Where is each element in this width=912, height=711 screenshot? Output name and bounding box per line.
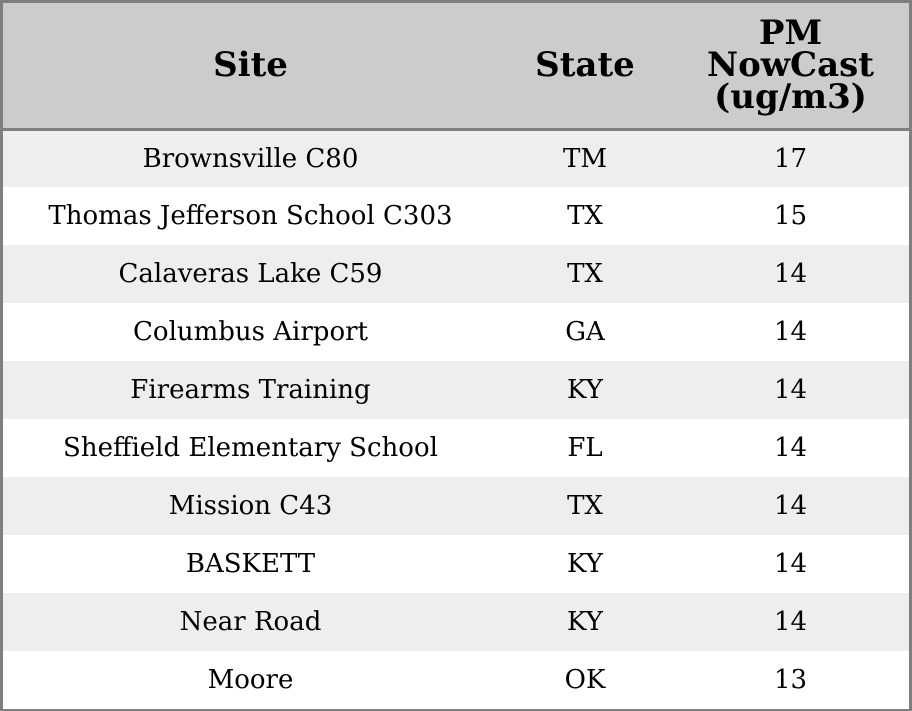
table-body: Brownsville C80 TM 17 Thomas Jefferson S… xyxy=(3,129,909,709)
cell-site: Thomas Jefferson School C303 xyxy=(48,201,453,231)
cell-site: Brownsville C80 xyxy=(142,143,359,174)
table-row: Columbus Airport GA 14 xyxy=(3,303,909,361)
header-pm-nowcast: PM NowCast (ug/m3) xyxy=(672,3,909,131)
cell-pm: 14 xyxy=(773,433,808,463)
table-row: Sheffield Elementary School FL 14 xyxy=(3,419,909,477)
table-row: Firearms Training KY 14 xyxy=(3,361,909,419)
cell-state: TX xyxy=(567,201,603,231)
cell-state: TX xyxy=(567,259,603,289)
table-row: Calaveras Lake C59 TX 14 xyxy=(3,245,909,303)
header-site: Site xyxy=(3,3,498,131)
cell-site: Near Road xyxy=(179,607,322,637)
cell-state: FL xyxy=(567,433,603,463)
cell-site: Firearms Training xyxy=(130,375,371,405)
cell-site: BASKETT xyxy=(185,549,316,579)
table-row: Moore OK 13 xyxy=(3,651,909,709)
cell-site: Mission C43 xyxy=(168,491,333,521)
cell-state: KY xyxy=(567,607,603,637)
cell-pm: 14 xyxy=(773,375,808,405)
cell-pm: 15 xyxy=(773,201,808,231)
cell-site: Moore xyxy=(207,665,294,695)
header-pm-line-1: PM xyxy=(758,13,823,54)
cell-pm: 14 xyxy=(773,549,808,579)
table-row: Brownsville C80 TM 17 xyxy=(3,129,909,187)
cell-state: OK xyxy=(564,665,606,695)
cell-pm: 14 xyxy=(773,607,808,637)
cell-state: KY xyxy=(567,375,603,405)
cell-state: KY xyxy=(567,549,603,579)
cell-site: Columbus Airport xyxy=(133,317,368,347)
header-pm-line-2: NowCast xyxy=(707,45,874,86)
cell-pm: 14 xyxy=(773,317,808,347)
cell-pm: 14 xyxy=(773,259,808,289)
cell-site: Sheffield Elementary School xyxy=(63,433,438,463)
cell-pm: 13 xyxy=(773,665,808,695)
cell-state: GA xyxy=(565,317,605,347)
header-state: State xyxy=(498,3,672,131)
cell-pm: 17 xyxy=(773,143,808,174)
cell-pm: 14 xyxy=(773,491,808,521)
cell-state: TX xyxy=(567,491,603,521)
table-row: BASKETT KY 14 xyxy=(3,535,909,593)
table-header: Site State PM NowCast (ug/m3) xyxy=(3,3,909,131)
header-row: Site State PM NowCast (ug/m3) xyxy=(3,3,909,131)
header-pm-line-3: (ug/m3) xyxy=(714,77,867,118)
cell-site: Calaveras Lake C59 xyxy=(118,259,383,289)
pm-nowcast-table: Site State PM NowCast (ug/m3) Brownsvill… xyxy=(3,3,909,709)
cell-state: TM xyxy=(563,143,607,174)
table-row: Near Road KY 14 xyxy=(3,593,909,651)
table-row: Mission C43 TX 14 xyxy=(3,477,909,535)
table-row: Thomas Jefferson School C303 TX 15 xyxy=(3,187,909,245)
